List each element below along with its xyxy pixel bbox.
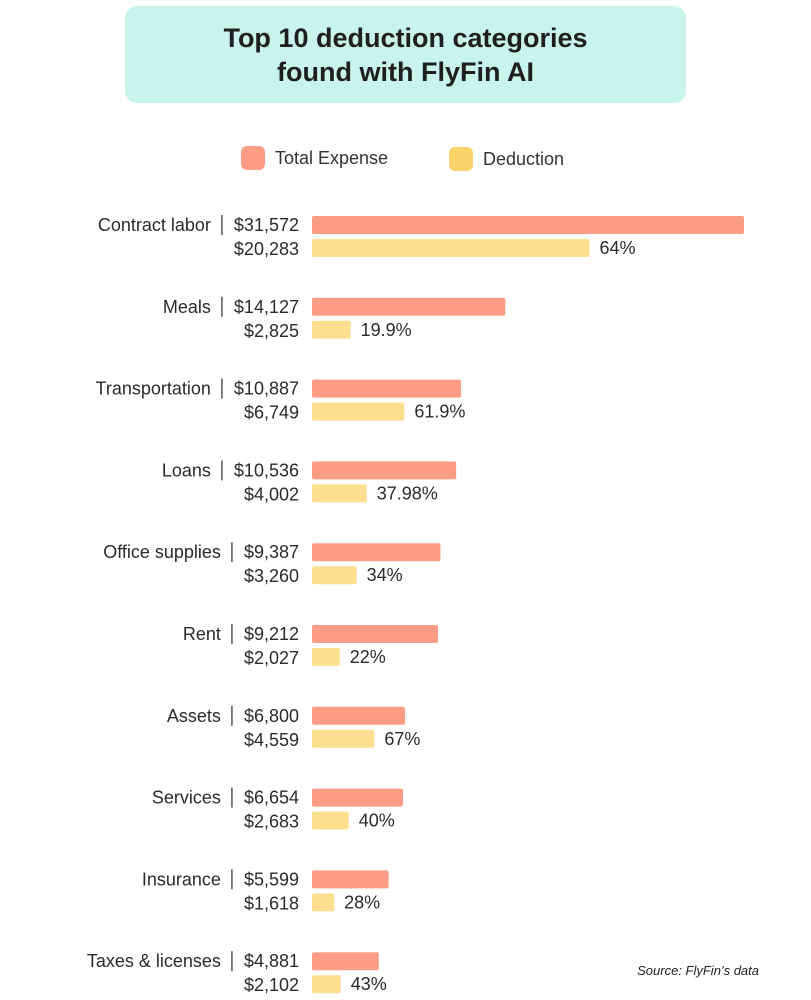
legend-label-deduction: Deduction (483, 148, 565, 169)
expense-bar-office-supplies (312, 543, 441, 562)
deduction-label-loans: $4,002 (244, 484, 299, 504)
deduction-bar-assets (312, 729, 375, 748)
deduction-bar-services (312, 811, 349, 830)
percent-label-services: 40% (359, 811, 395, 831)
expense-label-assets: $6,800 (244, 706, 299, 726)
deduction-label-office-supplies: $3,260 (244, 566, 299, 586)
expense-bar-loans (312, 461, 457, 480)
expense-label-services: $6,654 (244, 788, 299, 808)
percent-label-rent: 22% (350, 647, 386, 667)
expense-bar-services (312, 788, 404, 807)
percent-label-office-supplies: 34% (367, 565, 403, 585)
source-note: Source: FlyFin’s data (637, 963, 759, 978)
expense-bar-transportation (312, 379, 461, 398)
category-label-office-supplies: Office supplies (103, 542, 221, 562)
category-label-assets: Assets (167, 706, 221, 726)
percent-label-loans: 37.98% (377, 483, 438, 503)
percent-label-transportation: 61.9% (414, 402, 465, 422)
expense-bar-contract-labor (312, 216, 744, 234)
deduction-label-meals: $2,825 (244, 321, 299, 341)
category-label-insurance: Insurance (142, 869, 221, 889)
expense-bar-rent (312, 625, 439, 643)
deduction-label-rent: $2,027 (244, 648, 299, 668)
category-label-transportation: Transportation (96, 379, 211, 399)
category-label-services: Services (152, 788, 221, 808)
expense-label-contract-labor: $31,572 (234, 215, 299, 235)
legend: Total Expense Deduction (0, 144, 811, 174)
percent-label-meals: 19.9% (361, 320, 412, 340)
percent-label-taxes-licenses: 43% (351, 974, 387, 994)
expense-label-taxes-licenses: $4,881 (244, 951, 299, 971)
deduction-label-assets: $4,559 (244, 730, 299, 750)
category-label-taxes-licenses: Taxes & licenses (87, 951, 221, 971)
legend-item-total-expense: Total Expense (241, 146, 388, 170)
expense-bar-meals (312, 297, 506, 316)
deduction-bar-insurance (312, 893, 335, 912)
expense-bar-insurance (312, 870, 389, 889)
percent-label-contract-labor: 64% (600, 238, 636, 258)
chart-title-box: Top 10 deduction categories found with F… (125, 6, 686, 103)
deduction-bar-loans (312, 484, 367, 503)
legend-label-total-expense: Total Expense (275, 147, 389, 168)
category-label-rent: Rent (183, 624, 221, 644)
category-label-contract-labor: Contract labor (98, 215, 211, 235)
chart-title-line-2: found with FlyFin AI (277, 56, 534, 87)
percent-label-insurance: 28% (344, 892, 380, 912)
deduction-label-transportation: $6,749 (244, 403, 299, 423)
deduction-label-taxes-licenses: $2,102 (244, 975, 299, 995)
expense-bar-taxes-licenses (312, 952, 379, 971)
expense-label-loans: $10,536 (234, 460, 299, 480)
expense-label-office-supplies: $9,387 (244, 542, 299, 562)
category-label-loans: Loans (162, 460, 211, 480)
expense-bar-assets (312, 706, 406, 725)
legend-item-deduction: Deduction (449, 147, 564, 171)
deduction-label-contract-labor: $20,283 (234, 239, 299, 259)
deduction-bar-rent (312, 648, 340, 666)
percent-label-assets: 67% (384, 729, 420, 749)
expense-label-meals: $14,127 (234, 297, 299, 317)
deduction-bar-taxes-licenses (312, 975, 341, 994)
category-label-meals: Meals (163, 297, 211, 317)
expense-label-insurance: $5,599 (244, 869, 299, 889)
expense-label-transportation: $10,887 (234, 379, 299, 399)
deduction-bar-meals (312, 320, 351, 339)
deduction-bar-transportation (312, 402, 405, 421)
deduction-bar-office-supplies (312, 566, 357, 585)
legend-swatch-deduction (449, 147, 473, 171)
chart-title-line-1: Top 10 deduction categories (223, 22, 588, 53)
deduction-label-insurance: $1,618 (244, 893, 299, 913)
deduction-label-services: $2,683 (244, 812, 299, 832)
expense-label-rent: $9,212 (244, 624, 299, 644)
legend-swatch-total-expense (241, 146, 265, 170)
deduction-bar-contract-labor (312, 239, 590, 257)
